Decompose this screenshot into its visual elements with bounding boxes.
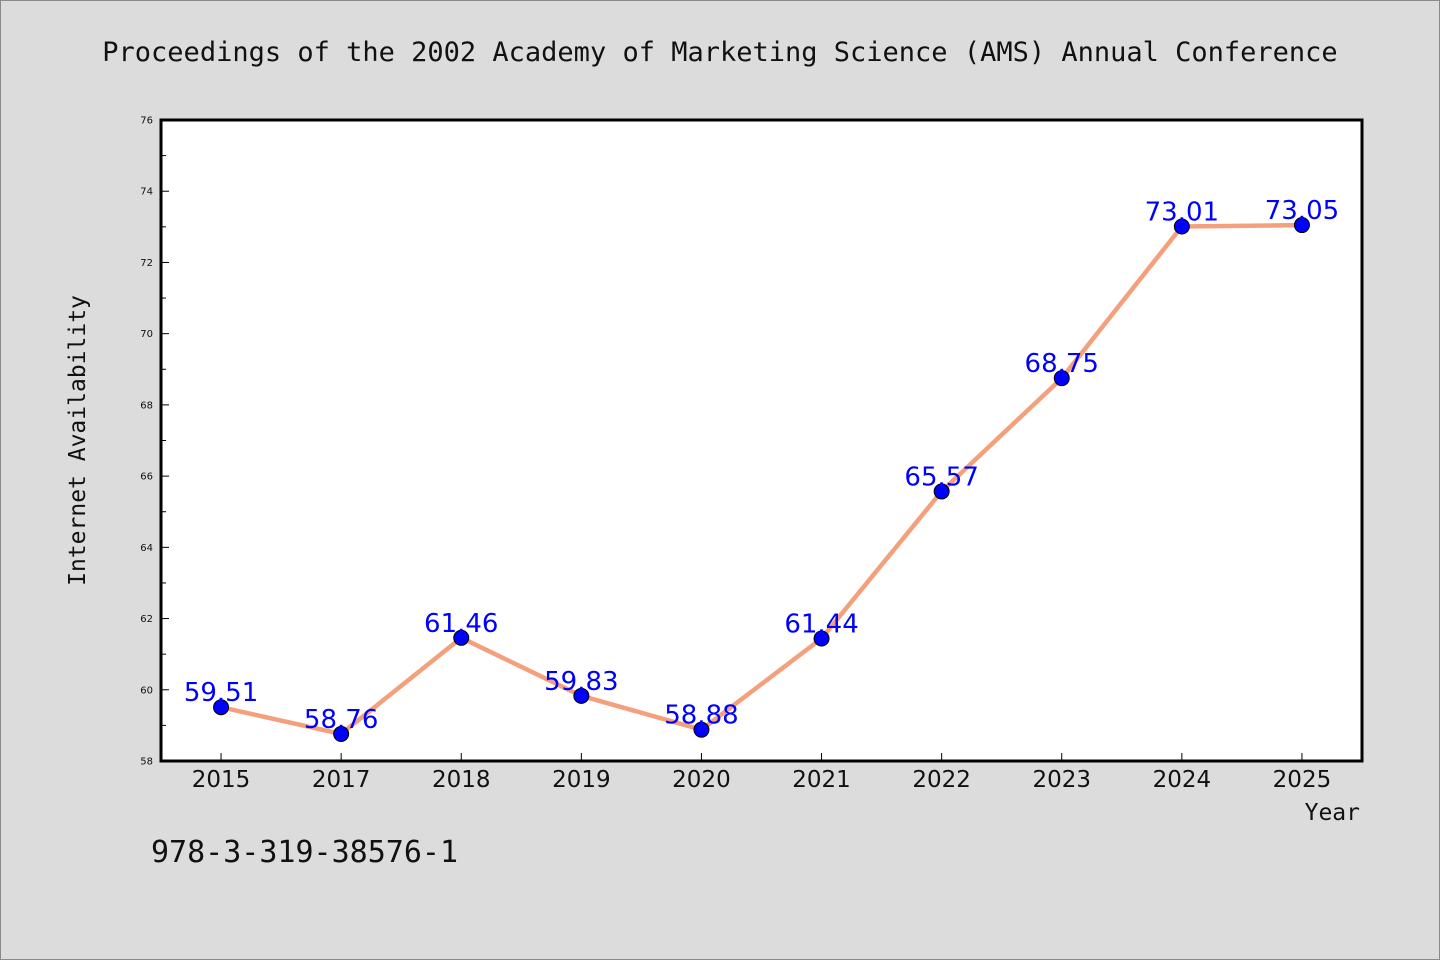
x-axis-label: Year xyxy=(1305,800,1360,826)
data-point xyxy=(573,687,590,704)
x-tick-label: 2021 xyxy=(792,767,851,793)
y-tick-label: 66 xyxy=(140,472,153,483)
data-label: 59.83 xyxy=(544,667,618,697)
y-tick-label: 72 xyxy=(140,258,153,269)
y-tick-label: 60 xyxy=(140,685,153,696)
x-tick-label: 2020 xyxy=(672,767,731,793)
data-label: 73.01 xyxy=(1145,197,1219,227)
series-line xyxy=(220,222,1303,737)
data-markers xyxy=(213,217,1310,742)
x-tick-label: 2025 xyxy=(1273,767,1332,793)
data-labels: 59.51 58.76 61.46 59.83 58.88 61.44 65.57 68.75… xyxy=(184,196,1339,735)
data-label: 65.57 xyxy=(904,462,978,492)
data-point xyxy=(213,699,230,716)
isbn-footnote: 978-3-319-38576-1 xyxy=(151,835,459,870)
x-axis: 2015 2017 2018 2019 2020 2021 2022 2023 2024 2025 xyxy=(192,753,1331,793)
data-point xyxy=(453,629,470,646)
data-label: 59.51 xyxy=(184,678,258,708)
y-tick-label: 74 xyxy=(140,187,153,198)
x-tick-label: 2017 xyxy=(312,767,371,793)
x-tick-label: 2015 xyxy=(192,767,251,793)
data-point xyxy=(1293,217,1310,234)
data-point xyxy=(933,483,950,500)
y-tick-label: 58 xyxy=(140,757,153,768)
data-label: 58.88 xyxy=(664,701,738,731)
data-label: 68.75 xyxy=(1025,349,1099,379)
y-axis: 58 60 62 64 66 68 70 72 74 76 xyxy=(140,116,169,768)
x-tick-label: 2024 xyxy=(1153,767,1212,793)
y-tick-label: 76 xyxy=(140,116,153,127)
page-title: Proceedings of the 2002 Academy of Marke… xyxy=(102,37,1338,68)
data-point xyxy=(1173,218,1190,235)
data-label: 61.44 xyxy=(784,609,858,639)
data-point xyxy=(1053,370,1070,387)
y-tick-label: 62 xyxy=(140,614,153,625)
y-tick-label: 68 xyxy=(140,400,153,411)
data-label: 58.76 xyxy=(304,705,378,735)
y-tick-label: 64 xyxy=(140,543,153,554)
data-point xyxy=(693,721,710,738)
data-point xyxy=(813,630,830,647)
data-point xyxy=(333,725,350,742)
data-label: 73.05 xyxy=(1265,196,1339,226)
x-tick-label: 2019 xyxy=(552,767,611,793)
y-axis-label: Internet Availability xyxy=(65,295,91,586)
x-tick-label: 2022 xyxy=(912,767,971,793)
data-label: 61.46 xyxy=(424,609,498,639)
plot-area xyxy=(159,118,1364,763)
x-tick-label: 2018 xyxy=(432,767,491,793)
x-tick-label: 2023 xyxy=(1032,767,1091,793)
y-tick-label: 70 xyxy=(140,329,153,340)
